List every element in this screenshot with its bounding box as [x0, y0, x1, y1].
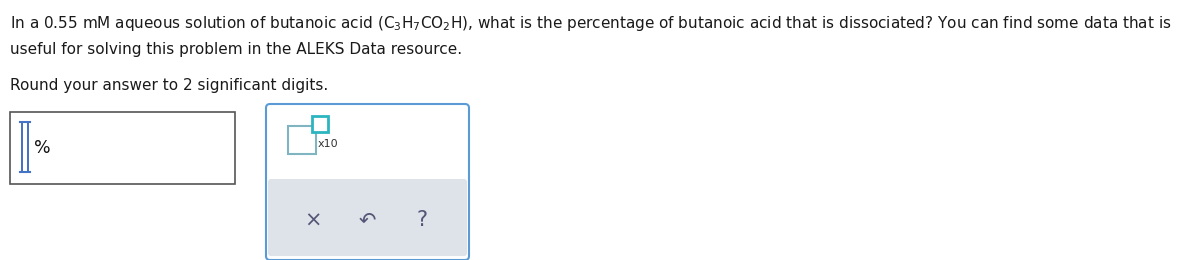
- Text: ↶: ↶: [359, 211, 377, 230]
- Text: Round your answer to 2 significant digits.: Round your answer to 2 significant digit…: [10, 78, 329, 93]
- FancyBboxPatch shape: [268, 179, 467, 256]
- Bar: [312, 116, 328, 132]
- Bar: [288, 126, 316, 154]
- FancyBboxPatch shape: [266, 104, 469, 260]
- Text: ?: ?: [416, 211, 427, 230]
- Text: useful for solving this problem in the ALEKS Data resource.: useful for solving this problem in the A…: [10, 42, 462, 57]
- Bar: [10, 112, 235, 184]
- Bar: [22, 121, 29, 173]
- Text: ×: ×: [304, 211, 322, 230]
- Text: In a 0.55 mM aqueous solution of butanoic acid $\left(\mathrm{C_3H_7CO_2H}\right: In a 0.55 mM aqueous solution of butanoi…: [10, 14, 1171, 33]
- Bar: [23, 123, 28, 171]
- Text: %: %: [34, 139, 50, 157]
- Text: x10: x10: [318, 139, 338, 149]
